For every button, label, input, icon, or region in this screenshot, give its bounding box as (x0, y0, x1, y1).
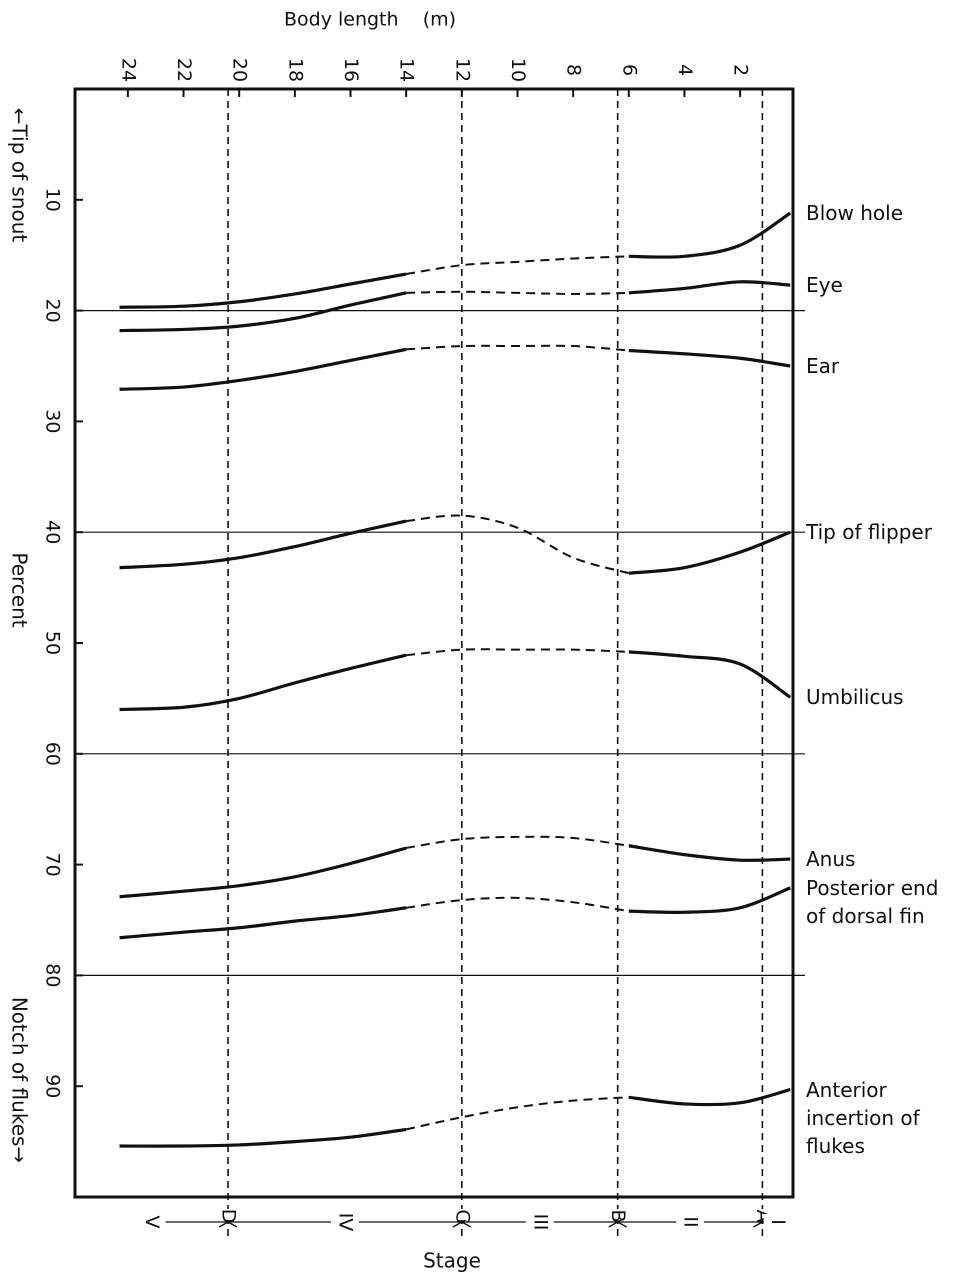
stage-label-bg (451, 1209, 472, 1220)
stage-boundary-label: B (607, 1209, 629, 1222)
x-tick-label: 18 (284, 58, 306, 82)
y-tick-label: 10 (42, 188, 64, 212)
y-tick-label: 60 (42, 742, 64, 766)
series-line (628, 348, 791, 368)
series-line (119, 846, 407, 899)
stage-label-bg (218, 1209, 239, 1220)
x-tick-label: 22 (173, 58, 195, 82)
series-line (119, 653, 407, 712)
series-line (119, 1127, 407, 1148)
stage-label-bg (752, 1209, 773, 1220)
series-line (406, 835, 629, 849)
x-tick-label: 12 (451, 58, 473, 82)
y-axis-bottom-label: Notch of flukes→ (8, 997, 32, 1163)
stage-name-bg (330, 1214, 359, 1230)
stage-name-bg (137, 1214, 166, 1230)
x-tick-label: 2 (730, 64, 752, 76)
series-line (119, 906, 407, 940)
y-tick-label: 50 (42, 631, 64, 655)
series-line (628, 844, 791, 862)
series-line (628, 1087, 791, 1107)
stage-boundary-label: C (451, 1209, 473, 1222)
y-tick-label: 30 (42, 409, 64, 433)
series-line (406, 648, 629, 657)
series-line (119, 519, 407, 570)
series-label: Blow hole (806, 201, 904, 226)
series-line (628, 280, 791, 295)
y-axis-title: Percent (8, 552, 32, 627)
series-line (406, 344, 629, 352)
series-label: Tip of flipper (806, 520, 932, 545)
x-tick-label: 20 (229, 58, 251, 82)
series-line (119, 291, 407, 333)
series-line (119, 272, 407, 309)
stage-name: III (529, 1214, 551, 1231)
series-label: Posterior end of dorsal fin (806, 875, 939, 928)
stage-name: I (767, 1219, 789, 1225)
series-line (406, 896, 629, 913)
series-label: Ear (806, 354, 840, 378)
stage-name-bg (676, 1214, 705, 1230)
y-tick-label: 40 (42, 520, 64, 544)
x-tick-label: 16 (340, 58, 362, 82)
stage-name-bg (525, 1214, 554, 1230)
series-line (406, 255, 629, 276)
y-tick-label: 90 (42, 1074, 64, 1098)
stage-label-bg (607, 1209, 628, 1220)
stage-title: Stage (423, 1249, 481, 1273)
series-label: Anus (806, 847, 856, 872)
series-line (406, 290, 629, 295)
series-line (628, 886, 791, 914)
stage-name-bg (763, 1214, 792, 1230)
series-line (628, 530, 791, 575)
series-label: Anterior incertion of flukes (806, 1077, 920, 1158)
stage-boundary-label: D (218, 1209, 240, 1224)
x-tick-label: 8 (563, 64, 585, 76)
y-tick-label: 70 (42, 853, 64, 877)
series-line (628, 650, 792, 699)
x-axis-title: Body length (m) (284, 9, 456, 31)
stage-name: IV (334, 1213, 356, 1232)
series-line (405, 1096, 629, 1131)
series-label: Eye (806, 273, 843, 298)
series-line (628, 211, 792, 259)
y-tick-label: 20 (42, 299, 64, 323)
stage-name: II (680, 1216, 702, 1227)
x-tick-label: 24 (117, 58, 139, 82)
series-label: Umbilicus (806, 685, 904, 710)
y-axis-top-label: ←Tip of snout (8, 108, 32, 243)
x-tick-label: 10 (507, 58, 529, 82)
stage-name: V (141, 1216, 163, 1229)
series-line (406, 514, 630, 575)
y-tick-label: 80 (42, 963, 64, 987)
series-line (119, 347, 407, 391)
x-tick-label: 14 (396, 58, 418, 82)
x-tick-label: 4 (674, 64, 696, 76)
x-tick-label: 6 (618, 64, 640, 76)
